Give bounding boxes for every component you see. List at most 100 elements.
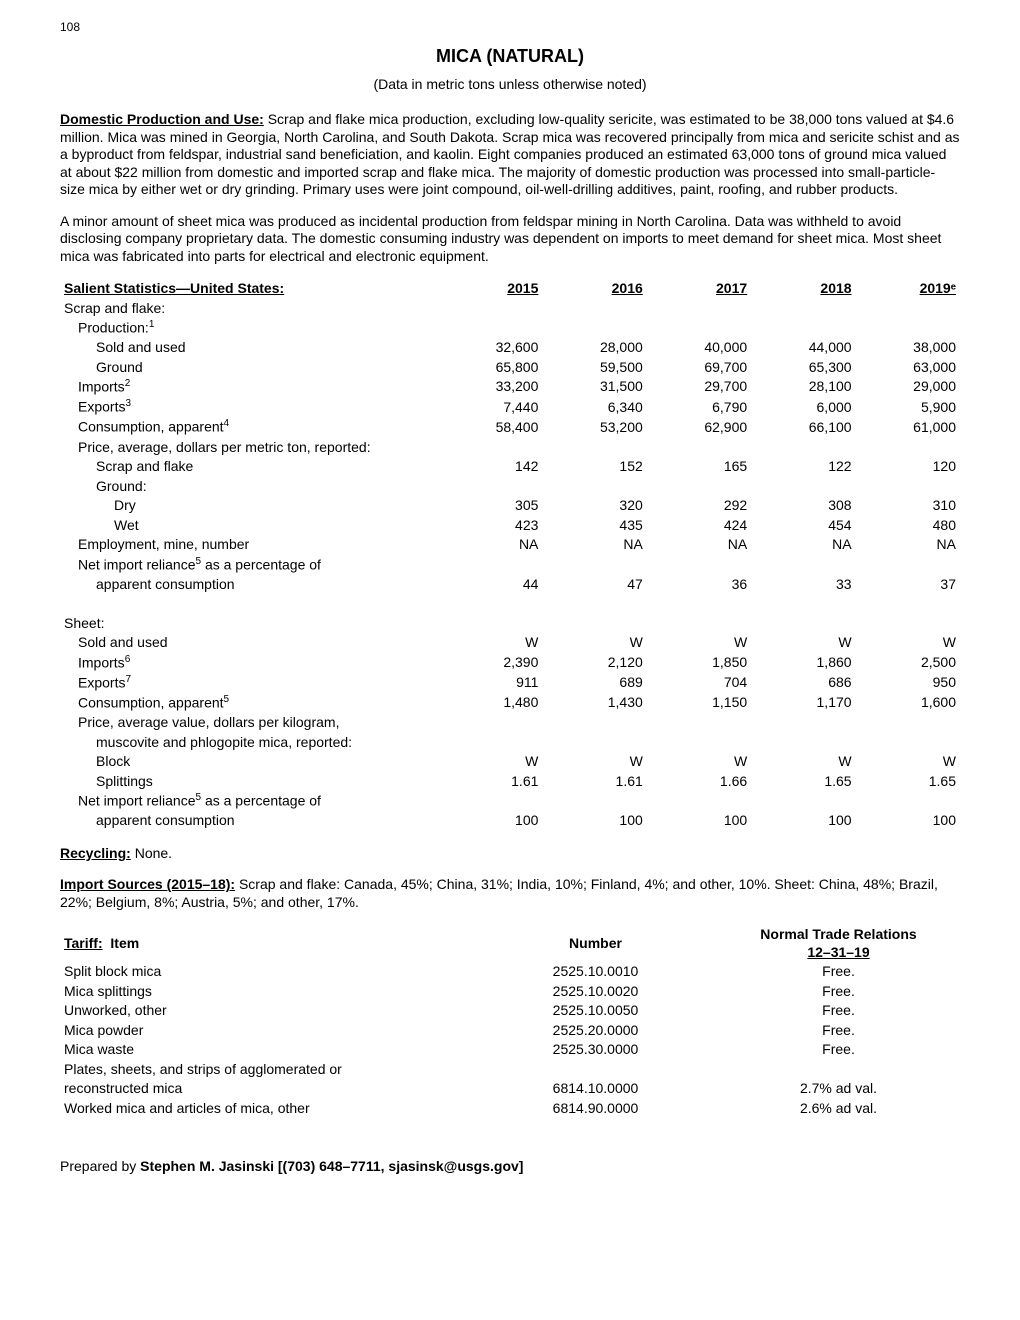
cell-value: 66,100 <box>751 417 855 437</box>
cell-value: 2,120 <box>542 653 646 673</box>
cell-value <box>647 477 751 497</box>
cell-value <box>856 733 960 753</box>
cell-value: 5,900 <box>856 397 960 417</box>
cell-value: 292 <box>647 496 751 516</box>
tariff-ntr-cell <box>717 1060 960 1080</box>
cell-value <box>438 713 542 733</box>
table-row: Scrap and flake142152165122120 <box>60 457 960 477</box>
row-label: apparent consumption <box>60 811 438 831</box>
table-row: Dry305320292308310 <box>60 496 960 516</box>
tariff-row: reconstructed mica6814.10.00002.7% ad va… <box>60 1079 960 1099</box>
cell-value: 38,000 <box>856 338 960 358</box>
recycling-para: Recycling: None. <box>60 845 960 863</box>
table-row: Ground65,80059,50069,70065,30063,000 <box>60 358 960 378</box>
cell-value: 1.66 <box>647 772 751 792</box>
table-row: Sold and usedWWWWW <box>60 633 960 653</box>
tariff-row: Mica waste2525.30.0000Free. <box>60 1040 960 1060</box>
cell-value: 37 <box>856 575 960 595</box>
table-row: Exports37,4406,3406,7906,0005,900 <box>60 397 960 417</box>
stats-label: Salient Statistics—United States: <box>64 280 284 296</box>
tariff-ntr-cell: 2.6% ad val. <box>717 1099 960 1119</box>
row-label: Dry <box>60 496 438 516</box>
cell-value: 53,200 <box>542 417 646 437</box>
cell-value: 2,500 <box>856 653 960 673</box>
cell-value: 61,000 <box>856 417 960 437</box>
prepared-prefix: Prepared by <box>60 1158 140 1174</box>
cell-value: 36 <box>647 575 751 595</box>
cell-value <box>647 791 751 811</box>
cell-value: 6,000 <box>751 397 855 417</box>
row-label: Net import reliance5 as a percentage of <box>60 791 438 811</box>
cell-value: W <box>751 633 855 653</box>
cell-value <box>647 299 751 319</box>
tariff-item-cell: Plates, sheets, and strips of agglomerat… <box>60 1060 474 1080</box>
row-label: Splittings <box>60 772 438 792</box>
cell-value <box>751 713 855 733</box>
row-label: Imports6 <box>60 653 438 673</box>
table-row: Imports62,3902,1201,8501,8602,500 <box>60 653 960 673</box>
year-2019e: 2019ᵉ <box>856 279 960 299</box>
cell-value: 40,000 <box>647 338 751 358</box>
tariff-number-cell <box>474 1060 717 1080</box>
cell-value: NA <box>438 535 542 555</box>
cell-value <box>856 438 960 458</box>
subtitle: (Data in metric tons unless otherwise no… <box>60 76 960 94</box>
recycling-text: None. <box>131 845 172 861</box>
cell-value: 435 <box>542 516 646 536</box>
row-label: muscovite and phlogopite mica, reported: <box>60 733 438 753</box>
cell-value: 1.65 <box>751 772 855 792</box>
cell-value: W <box>438 752 542 772</box>
cell-value <box>751 318 855 338</box>
tariff-item-cell: Worked mica and articles of mica, other <box>60 1099 474 1119</box>
cell-value <box>438 318 542 338</box>
prepared-by: Prepared by Stephen M. Jasinski [(703) 6… <box>60 1158 960 1176</box>
tariff-ntr-cell: Free. <box>717 962 960 982</box>
cell-value: 165 <box>647 457 751 477</box>
cell-value: 142 <box>438 457 542 477</box>
cell-value: 1.61 <box>438 772 542 792</box>
tariff-table: Tariff: Item Number Normal Trade Relatio… <box>60 925 960 1118</box>
row-label: Consumption, apparent5 <box>60 693 438 713</box>
cell-value <box>647 733 751 753</box>
tariff-row: Worked mica and articles of mica, other6… <box>60 1099 960 1119</box>
table-row: Price, average, dollars per metric ton, … <box>60 438 960 458</box>
cell-value <box>647 555 751 575</box>
cell-value: NA <box>542 535 646 555</box>
cell-value: 44,000 <box>751 338 855 358</box>
row-label: Price, average value, dollars per kilogr… <box>60 713 438 733</box>
year-2017: 2017 <box>647 279 751 299</box>
cell-value: 7,440 <box>438 397 542 417</box>
cell-value: 29,700 <box>647 377 751 397</box>
cell-value <box>438 477 542 497</box>
cell-value <box>856 299 960 319</box>
cell-value <box>751 733 855 753</box>
cell-value: 6,340 <box>542 397 646 417</box>
cell-value: 1,170 <box>751 693 855 713</box>
tariff-item-cell: Mica splittings <box>60 982 474 1002</box>
tariff-item-cell: Split block mica <box>60 962 474 982</box>
cell-value <box>856 477 960 497</box>
cell-value <box>438 299 542 319</box>
cell-value <box>856 713 960 733</box>
row-label: Ground <box>60 358 438 378</box>
tariff-ntr-cell: Free. <box>717 1001 960 1021</box>
cell-value <box>438 733 542 753</box>
table-row <box>60 594 960 614</box>
page-number: 108 <box>60 20 960 35</box>
cell-value: 424 <box>647 516 751 536</box>
tariff-row: Mica powder2525.20.0000Free. <box>60 1021 960 1041</box>
table-row: Consumption, apparent51,4801,4301,1501,1… <box>60 693 960 713</box>
row-label: Price, average, dollars per metric ton, … <box>60 438 438 458</box>
row-label: Sold and used <box>60 633 438 653</box>
table-row: Net import reliance5 as a percentage of <box>60 555 960 575</box>
recycling-label: Recycling: <box>60 845 131 861</box>
cell-value: 69,700 <box>647 358 751 378</box>
cell-value <box>542 299 646 319</box>
cell-value: 28,000 <box>542 338 646 358</box>
cell-value: 120 <box>856 457 960 477</box>
cell-value: 122 <box>751 457 855 477</box>
table-row: Production:1 <box>60 318 960 338</box>
cell-value: NA <box>751 535 855 555</box>
cell-value <box>542 477 646 497</box>
tariff-ntr-cell: Free. <box>717 1040 960 1060</box>
